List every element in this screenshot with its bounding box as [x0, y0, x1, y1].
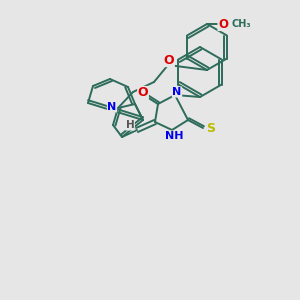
Text: CH₃: CH₃: [232, 19, 252, 29]
Text: NH: NH: [165, 131, 183, 141]
Text: O: O: [164, 53, 174, 67]
Text: S: S: [206, 122, 215, 134]
Text: H: H: [126, 120, 134, 130]
Text: O: O: [218, 17, 228, 31]
Text: O: O: [138, 86, 148, 100]
Text: N: N: [172, 87, 182, 97]
Text: N: N: [107, 102, 117, 112]
